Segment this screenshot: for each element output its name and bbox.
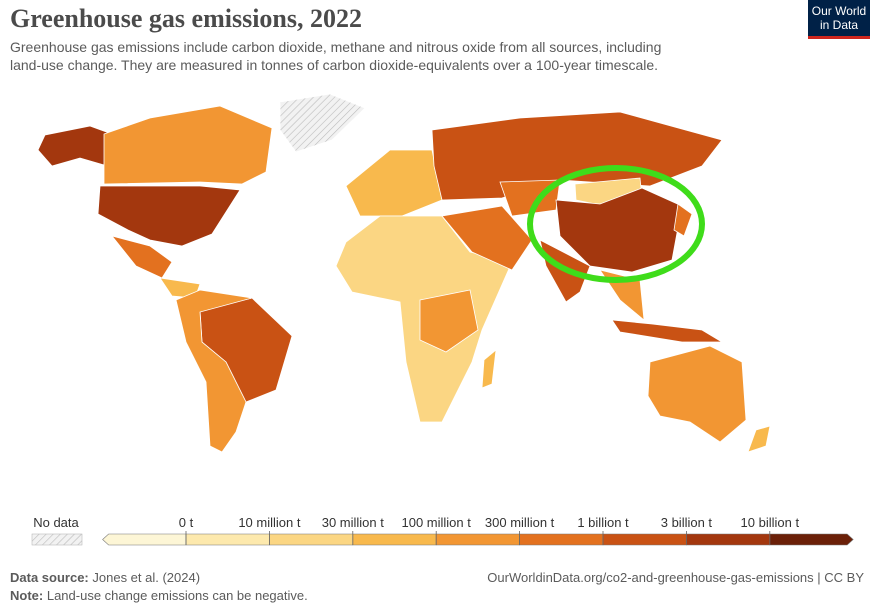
- country-region: [611, 319, 724, 343]
- country-region: [419, 289, 479, 353]
- logo-box: [808, 0, 870, 38]
- country-region: [747, 425, 771, 453]
- legend-label: 100 million t: [402, 515, 472, 530]
- legend-label: 0 t: [179, 515, 194, 530]
- country-region: [279, 93, 366, 153]
- subtitle: land-use change. They are measured in to…: [10, 57, 658, 73]
- no-data-swatch: [31, 533, 83, 546]
- legend-swatch: [686, 533, 771, 546]
- legend-swatch: [519, 533, 604, 546]
- legend-label: 1 billion t: [577, 515, 629, 530]
- legend-swatch: [102, 533, 187, 546]
- country-region: [481, 349, 497, 389]
- legend-swatch: [769, 533, 854, 546]
- world-map: [37, 93, 771, 453]
- legend-label: 10 million t: [238, 515, 301, 530]
- legend-swatch: [185, 533, 270, 546]
- legend-label: 300 million t: [485, 515, 555, 530]
- source: Data source: Jones et al. (2024): [10, 570, 200, 585]
- country-region: [441, 205, 533, 271]
- source-label: Data source:: [10, 570, 89, 585]
- legend-label: 30 million t: [322, 515, 385, 530]
- note-label: Note:: [10, 588, 43, 603]
- country-region: [110, 235, 173, 279]
- country-region: [345, 149, 443, 217]
- logo-text: Our World: [812, 4, 866, 18]
- legend-swatch: [602, 533, 687, 546]
- country-region: [673, 203, 693, 237]
- legend-label: 10 billion t: [741, 515, 800, 530]
- subtitle: Greenhouse gas emissions include carbon …: [10, 39, 661, 55]
- country-region: [647, 345, 747, 443]
- title: Greenhouse gas emissions, 2022: [10, 4, 362, 33]
- logo-text: in Data: [820, 18, 858, 32]
- country-region: [175, 289, 253, 453]
- country-region: [37, 125, 113, 167]
- legend-swatch: [352, 533, 437, 546]
- legend-swatch: [435, 533, 520, 546]
- country-region: [103, 105, 273, 185]
- country-region: [555, 187, 683, 273]
- country-region: [97, 185, 241, 247]
- url[interactable]: OurWorldinData.org/co2-and-greenhouse-ga…: [487, 570, 864, 585]
- no-data-label: No data: [33, 515, 79, 530]
- legend-swatch: [269, 533, 354, 546]
- logo-line: [808, 36, 870, 39]
- note-text: Land-use change emissions can be negativ…: [47, 588, 308, 603]
- country-region: [431, 111, 723, 201]
- note: Note: Land-use change emissions can be n…: [10, 588, 308, 603]
- legend: No data 0 t 10 million t 30 million t 100 m…: [31, 515, 854, 546]
- legend-label: 3 billion t: [661, 515, 713, 530]
- source-text: Jones et al. (2024): [92, 570, 200, 585]
- logo[interactable]: Our World in Data: [808, 0, 870, 39]
- highlight-ellipse: [527, 165, 705, 283]
